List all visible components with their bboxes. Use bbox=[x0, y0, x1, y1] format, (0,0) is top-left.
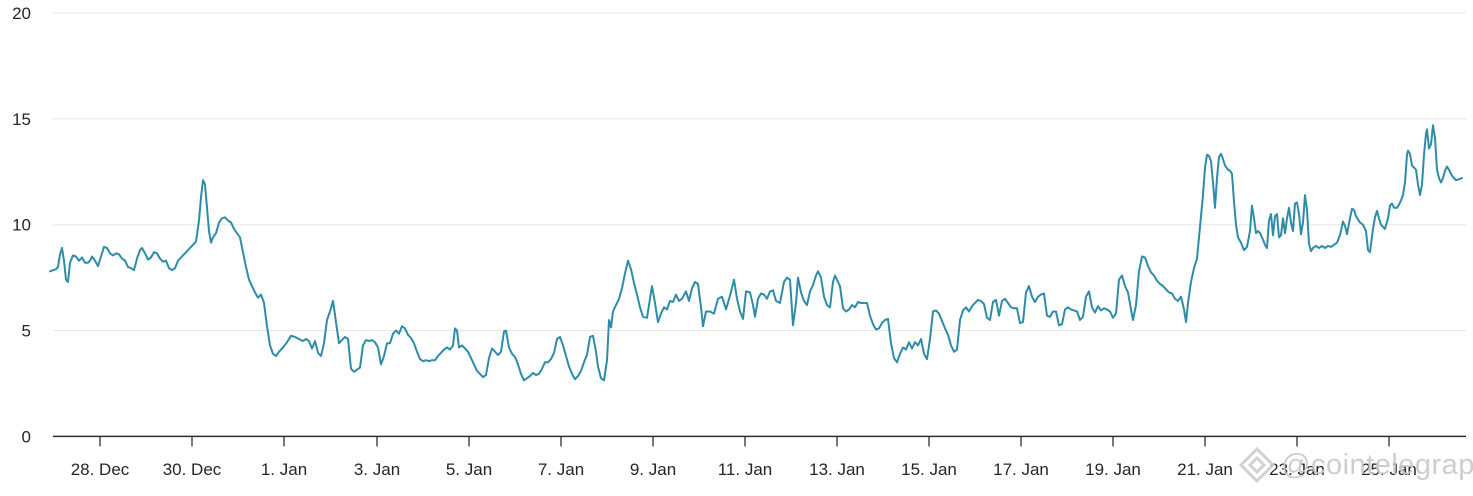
y-tick-label: 0 bbox=[22, 427, 31, 446]
x-tick-label: 3. Jan bbox=[354, 460, 400, 479]
x-tick-label: 9. Jan bbox=[630, 460, 676, 479]
x-tick-label: 11. Jan bbox=[718, 460, 773, 479]
x-tick-label: 21. Jan bbox=[1177, 460, 1233, 479]
x-tick-label: 30. Dec bbox=[163, 460, 222, 479]
y-tick-label: 15 bbox=[12, 110, 31, 129]
x-tick-label: 23. Jan bbox=[1269, 460, 1325, 479]
y-tick-label: 20 bbox=[12, 4, 31, 23]
x-tick-label: 25. Jan bbox=[1361, 460, 1417, 479]
x-tick-label: 5. Jan bbox=[446, 460, 492, 479]
x-tick-label: 15. Jan bbox=[901, 460, 957, 479]
y-tick-label: 10 bbox=[12, 216, 31, 235]
y-tick-label: 5 bbox=[22, 322, 31, 341]
x-tick-label: 13. Jan bbox=[809, 460, 865, 479]
x-tick-label: 19. Jan bbox=[1085, 460, 1141, 479]
series-line bbox=[49, 124, 1463, 382]
x-tick-label: 1. Jan bbox=[261, 460, 307, 479]
x-tick-label: 17. Jan bbox=[993, 460, 1049, 479]
x-tick-label: 7. Jan bbox=[538, 460, 584, 479]
x-tick-label: 28. Dec bbox=[71, 460, 130, 479]
